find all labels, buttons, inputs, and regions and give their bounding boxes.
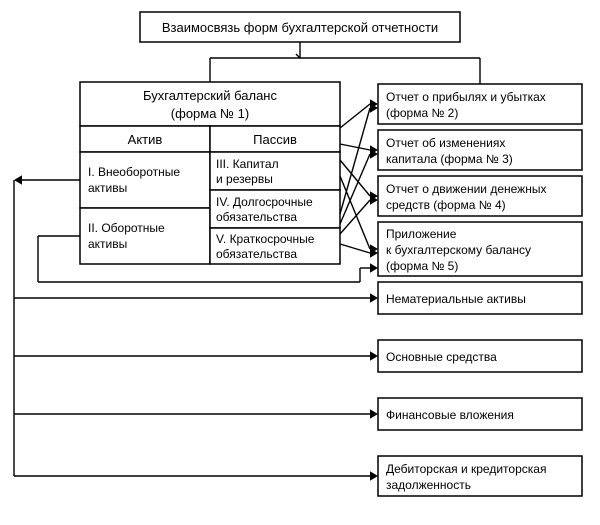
svg-text:Актив: Актив bbox=[128, 132, 163, 147]
svg-text:активы: активы bbox=[88, 237, 127, 251]
svg-text:капитала (форма № 3): капитала (форма № 3) bbox=[386, 152, 513, 166]
svg-text:II. Оборотные: II. Оборотные bbox=[88, 221, 165, 235]
svg-text:активы: активы bbox=[88, 181, 127, 195]
svg-text:обязательства: обязательства bbox=[216, 247, 297, 261]
svg-text:V. Краткосрочные: V. Краткосрочные bbox=[216, 232, 315, 246]
svg-text:Отчет о движении денежных: Отчет о движении денежных bbox=[386, 182, 546, 196]
svg-text:Приложение: Приложение bbox=[386, 227, 457, 241]
svg-text:средств (форма № 4): средств (форма № 4) bbox=[386, 198, 506, 212]
svg-text:III. Капитал: III. Капитал bbox=[216, 157, 279, 171]
svg-text:обязательства: обязательства bbox=[216, 210, 297, 224]
svg-text:(форма № 2): (форма № 2) bbox=[386, 106, 458, 120]
svg-text:и резервы: и резервы bbox=[216, 172, 273, 186]
svg-text:задолженность: задолженность bbox=[386, 478, 471, 492]
svg-text:Бухгалтерский баланс: Бухгалтерский баланс bbox=[143, 88, 277, 103]
svg-text:Финансовые вложения: Финансовые вложения bbox=[386, 408, 514, 422]
svg-text:I. Внеоборотные: I. Внеоборотные bbox=[88, 165, 180, 179]
diagram: Взаимосвязь форм бухгалтерской отчетност… bbox=[0, 0, 600, 520]
svg-text:Нематериальные активы: Нематериальные активы bbox=[386, 292, 526, 306]
svg-text:Отчет об изменениях: Отчет об изменениях bbox=[386, 136, 505, 150]
aktiv-cell-0 bbox=[80, 152, 210, 208]
svg-text:Взаимосвязь форм бухгалтерской: Взаимосвязь форм бухгалтерской отчетност… bbox=[162, 20, 438, 35]
svg-text:Дебиторская и кредиторская: Дебиторская и кредиторская bbox=[386, 462, 546, 476]
svg-text:Отчет о прибылях и убытках: Отчет о прибылях и убытках bbox=[386, 90, 546, 104]
svg-text:Основные средства: Основные средства bbox=[386, 350, 497, 364]
svg-text:Пассив: Пассив bbox=[253, 132, 297, 147]
svg-text:IV. Долгосрочные: IV. Долгосрочные bbox=[216, 195, 313, 209]
svg-text:(форма № 1): (форма № 1) bbox=[171, 106, 249, 121]
aktiv-cell-1 bbox=[80, 208, 210, 264]
svg-text:(форма № 5): (форма № 5) bbox=[386, 259, 458, 273]
svg-text:к бухгалтерскому балансу: к бухгалтерскому балансу bbox=[386, 243, 531, 257]
